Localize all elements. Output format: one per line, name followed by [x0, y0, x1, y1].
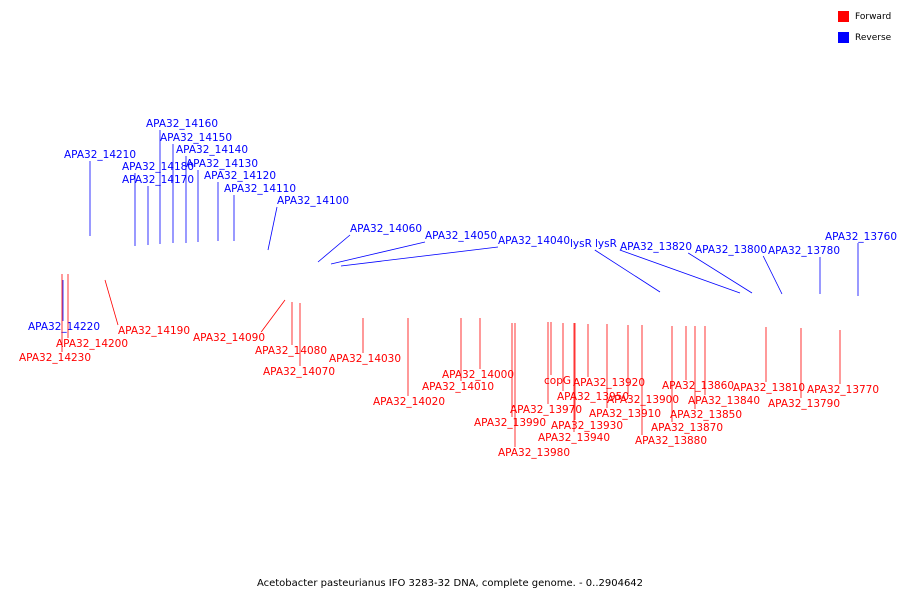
gene-label: APA32_13910: [589, 408, 661, 420]
legend-label-reverse: Reverse: [855, 32, 892, 43]
gene-label: APA32_14080: [255, 345, 327, 357]
gene-label: APA32_14100: [277, 195, 349, 207]
gene-label: APA32_13770: [807, 384, 879, 396]
gene-label: APA32_14060: [350, 223, 422, 235]
gene-label: APA32_13760: [825, 231, 897, 243]
genome-caption: Acetobacter pasteurianus IFO 3283-32 DNA…: [256, 578, 644, 589]
gene-label: APA32_14200: [56, 338, 128, 350]
gene-label: APA32_14180: [122, 161, 194, 173]
gene-label: APA32_14190: [118, 325, 190, 337]
reverse-swatch: [838, 32, 849, 43]
gene-label: APA32_13990: [474, 417, 546, 429]
reverse-gene-labels: APA32_14220APA32_14210APA32_14180APA32_1…: [28, 118, 897, 333]
gene-label: APA32_14030: [329, 353, 401, 365]
leader-line: [619, 249, 741, 294]
gene-label: APA32_14220: [28, 321, 100, 333]
gene-label: APA32_13930: [551, 420, 623, 432]
gene-label: APA32_13880: [635, 435, 707, 447]
leader-line: [594, 249, 661, 293]
gene-label: APA32_14130: [186, 158, 258, 170]
gene-label: APA32_13790: [768, 398, 840, 410]
gene-label: APA32_13870: [651, 422, 723, 434]
gene-label: APA32_13860: [662, 380, 734, 392]
legend-item-reverse: Reverse: [838, 30, 891, 45]
gene-label: APA32_13840: [688, 395, 760, 407]
forward-swatch: [838, 11, 849, 22]
gene-label: APA32_14120: [204, 170, 276, 182]
gene-label: APA32_14230: [19, 352, 91, 364]
gene-label: APA32_13940: [538, 432, 610, 444]
leader-line: [340, 246, 499, 267]
legend: Forward Reverse: [838, 9, 891, 51]
gene-label: APA32_14010: [422, 381, 494, 393]
gene-label: APA32_14170: [122, 174, 194, 186]
gene-label: APA32_14020: [373, 396, 445, 408]
gene-label: APA32_13970: [510, 404, 582, 416]
gene-label: APA32_13800: [695, 244, 767, 256]
leader-line: [260, 299, 286, 333]
gene-label: APA32_14090: [193, 332, 265, 344]
gene-label: APA32_13980: [498, 447, 570, 459]
forward-gene-labels: APA32_14230APA32_14200APA32_14190APA32_1…: [19, 274, 879, 459]
gene-label: APA32_13900: [607, 394, 679, 406]
gene-label: copG: [544, 375, 571, 387]
leader-line: [330, 241, 426, 265]
leader-line: [104, 279, 119, 326]
gene-label: APA32_14150: [160, 132, 232, 144]
gene-label: APA32_13780: [768, 245, 840, 257]
gene-label: APA32_14000: [442, 369, 514, 381]
gene-label: lysR: [570, 238, 592, 250]
gene-label: APA32_14050: [425, 230, 497, 242]
leader-line: [267, 206, 278, 251]
legend-item-forward: Forward: [838, 9, 891, 24]
gene-label: APA32_13820: [620, 241, 692, 253]
gene-label: APA32_14210: [64, 149, 136, 161]
gene-label: APA32_13850: [670, 409, 742, 421]
legend-label-forward: Forward: [855, 11, 892, 22]
leader-line: [762, 255, 783, 295]
gene-label: lysR: [595, 238, 617, 250]
leader-line: [687, 252, 753, 294]
gene-label: APA32_14040: [498, 235, 570, 247]
gene-label: APA32_13810: [733, 382, 805, 394]
gene-label: APA32_14070: [263, 366, 335, 378]
gene-label: APA32_13920: [573, 377, 645, 389]
gene-label: APA32_14140: [176, 144, 248, 156]
gene-label: APA32_14160: [146, 118, 218, 130]
leader-line: [317, 234, 351, 263]
gene-label: APA32_14110: [224, 183, 296, 195]
